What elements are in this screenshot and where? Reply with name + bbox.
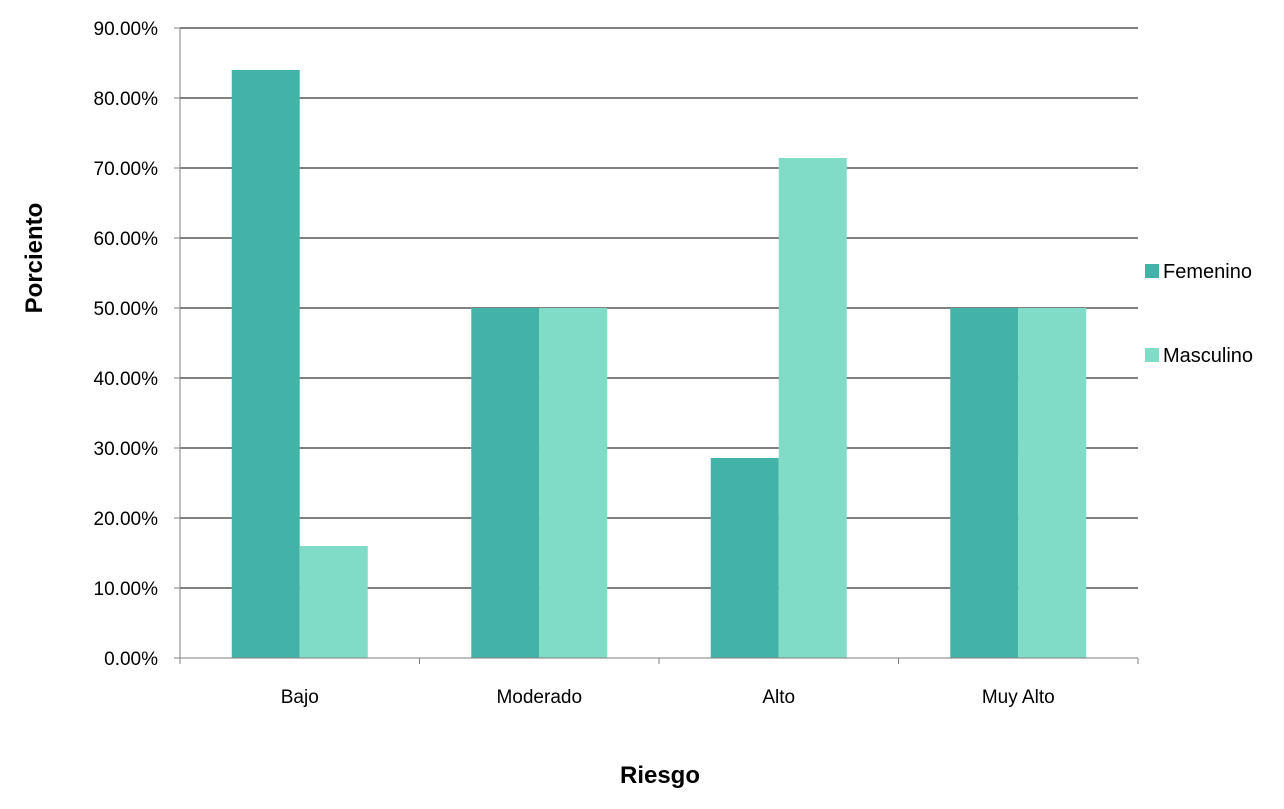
y-tick-label: 10.00% xyxy=(94,579,159,600)
y-tick-labels: 0.00% 10.00% 20.00% 30.00% 40.00% 50.00% 60.00… xyxy=(94,19,159,670)
x-tick-label: Bajo xyxy=(281,687,319,708)
y-tick-label: 20.00% xyxy=(94,509,159,530)
legend-label-femenino: Femenino xyxy=(1163,261,1252,283)
bar-femenino-2 xyxy=(710,458,779,658)
legend-swatch-femenino xyxy=(1145,264,1159,278)
y-axis-title: Porciento xyxy=(21,203,48,314)
x-tick-label: Alto xyxy=(762,687,795,708)
x-axis-title: Riesgo xyxy=(620,762,700,789)
bars xyxy=(231,70,1087,659)
bar-masculino-1 xyxy=(539,308,608,658)
legend-swatch-masculino xyxy=(1145,348,1159,362)
bar-masculino-3 xyxy=(1018,308,1087,658)
y-tick-label: 40.00% xyxy=(94,369,159,390)
legend: Femenino Masculino xyxy=(1145,261,1253,367)
y-tick-label: 90.00% xyxy=(94,19,159,40)
y-tick-label: 30.00% xyxy=(94,439,159,460)
axes xyxy=(174,27,1139,664)
x-tick-labels: Bajo Moderado Alto Muy Alto xyxy=(281,687,1055,708)
x-tick-label: Muy Alto xyxy=(982,687,1055,708)
y-tick-label: 50.00% xyxy=(94,299,159,320)
bar-femenino-3 xyxy=(950,308,1019,658)
x-tick-label: Moderado xyxy=(496,687,582,708)
bar-femenino-0 xyxy=(231,70,300,658)
y-tick-label: 0.00% xyxy=(104,649,158,670)
legend-label-masculino: Masculino xyxy=(1163,345,1253,367)
bar-femenino-1 xyxy=(471,308,540,658)
y-tick-label: 60.00% xyxy=(94,229,159,250)
bar-masculino-0 xyxy=(299,546,368,658)
y-tick-label: 70.00% xyxy=(94,159,159,180)
gridlines xyxy=(180,27,1138,589)
bar-masculino-2 xyxy=(778,157,847,659)
y-tick-label: 80.00% xyxy=(94,89,159,110)
